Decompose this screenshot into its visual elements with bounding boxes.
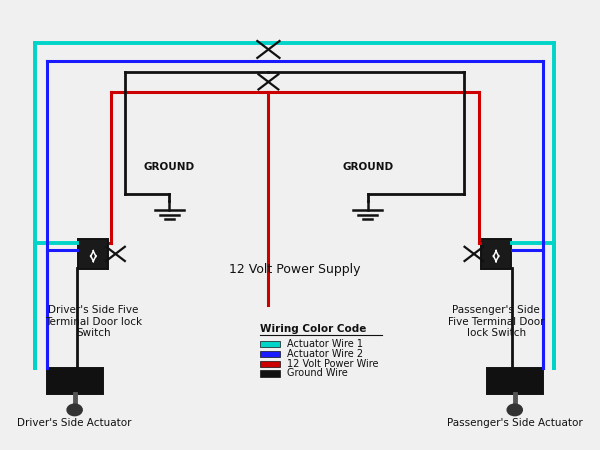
Bar <box>260 360 280 367</box>
Bar <box>47 368 103 394</box>
Bar <box>260 341 280 347</box>
Bar <box>260 370 280 377</box>
Circle shape <box>507 404 523 416</box>
Text: GROUND: GROUND <box>143 162 195 171</box>
Bar <box>260 351 280 357</box>
Text: Actuator Wire 1: Actuator Wire 1 <box>287 339 363 349</box>
Circle shape <box>67 404 82 416</box>
Text: Ground Wire: Ground Wire <box>287 369 348 378</box>
Text: 12 Volt Power Supply: 12 Volt Power Supply <box>229 263 361 276</box>
Text: Actuator Wire 2: Actuator Wire 2 <box>287 349 363 359</box>
Bar <box>78 239 109 269</box>
Text: GROUND: GROUND <box>342 162 393 171</box>
Text: Wiring Color Code: Wiring Color Code <box>260 324 366 334</box>
Text: Driver's Side Five
Terminal Door lock
Switch: Driver's Side Five Terminal Door lock Sw… <box>45 305 142 338</box>
Bar <box>487 368 543 394</box>
Text: Passenger's Side Actuator: Passenger's Side Actuator <box>447 418 583 428</box>
Text: Passenger's Side
Five Terminal Door
lock Switch: Passenger's Side Five Terminal Door lock… <box>448 305 544 338</box>
Text: 12 Volt Power Wire: 12 Volt Power Wire <box>287 359 379 369</box>
Text: Driver's Side Actuator: Driver's Side Actuator <box>17 418 132 428</box>
Bar <box>481 239 511 269</box>
